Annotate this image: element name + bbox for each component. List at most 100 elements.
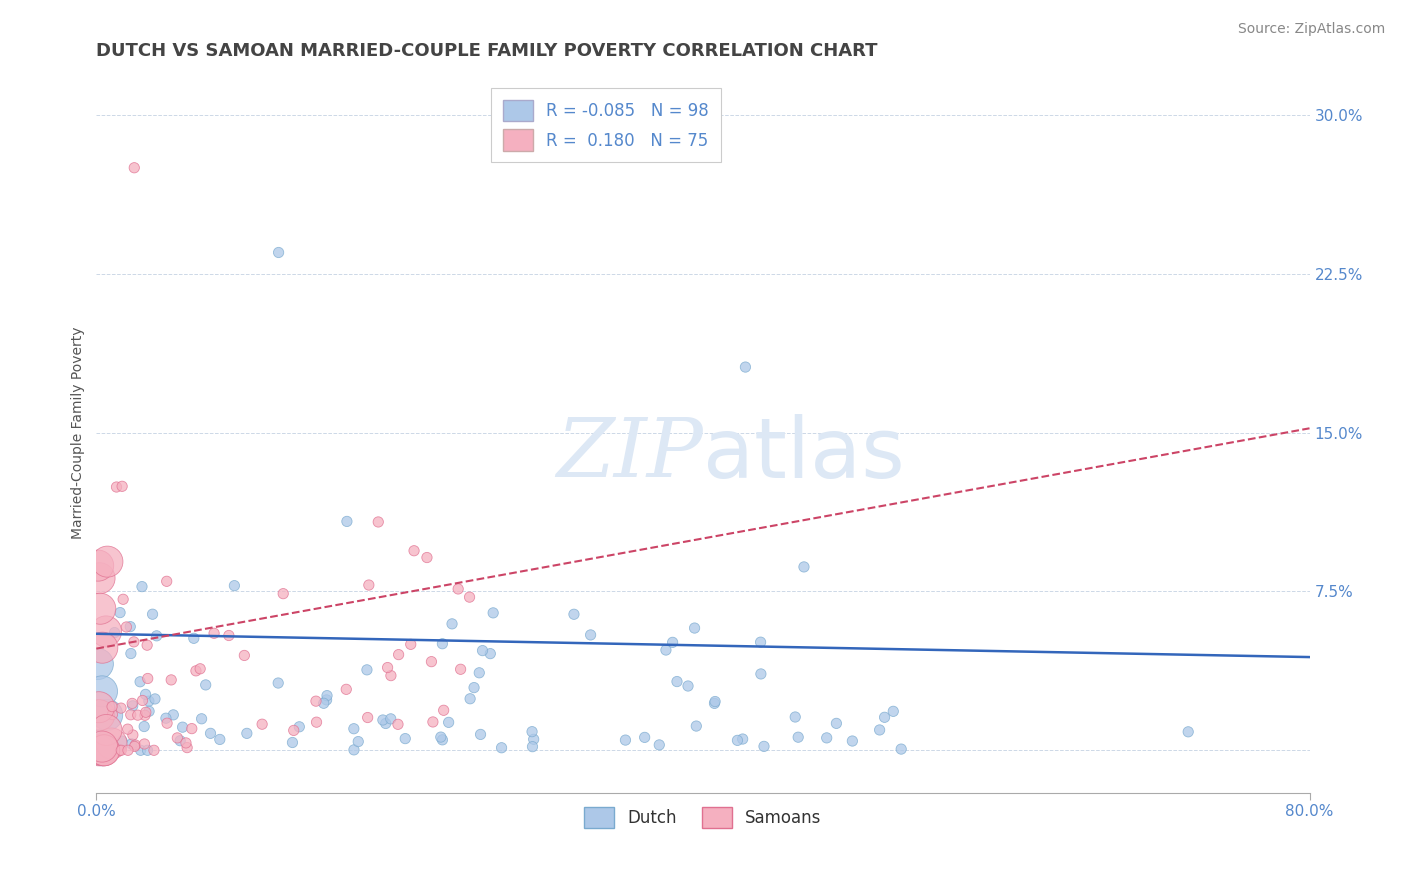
Point xyxy=(96,707,118,722)
Point xyxy=(105,480,128,494)
Point xyxy=(218,628,240,642)
Point xyxy=(136,638,159,652)
Point xyxy=(562,607,585,622)
Point xyxy=(105,743,128,757)
Point xyxy=(432,637,454,651)
Point xyxy=(156,716,179,731)
Point xyxy=(87,558,110,573)
Point xyxy=(87,657,110,671)
Point xyxy=(749,635,772,649)
Point xyxy=(117,743,139,757)
Point xyxy=(121,698,143,713)
Point xyxy=(141,607,163,622)
Point xyxy=(420,655,443,669)
Point xyxy=(120,707,142,722)
Point xyxy=(676,679,699,693)
Point xyxy=(271,587,294,601)
Point xyxy=(162,707,184,722)
Point xyxy=(305,715,328,730)
Point xyxy=(367,515,389,529)
Point xyxy=(470,727,492,741)
Point xyxy=(87,700,110,714)
Point xyxy=(433,703,456,717)
Point xyxy=(734,360,756,375)
Point xyxy=(96,723,118,737)
Point xyxy=(134,708,156,723)
Point xyxy=(89,601,111,615)
Point xyxy=(752,739,775,754)
Point xyxy=(188,662,211,676)
Point xyxy=(841,734,863,748)
Point xyxy=(135,687,157,701)
Point xyxy=(873,710,896,724)
Point xyxy=(121,697,143,711)
Point xyxy=(91,684,114,698)
Point xyxy=(236,726,259,740)
Point xyxy=(347,734,370,748)
Point xyxy=(111,734,134,748)
Point xyxy=(815,731,838,745)
Text: atlas: atlas xyxy=(703,414,904,495)
Point xyxy=(127,708,149,723)
Point xyxy=(523,732,546,747)
Point xyxy=(785,710,807,724)
Point xyxy=(869,723,891,737)
Point xyxy=(233,648,256,663)
Legend: Dutch, Samoans: Dutch, Samoans xyxy=(578,800,828,835)
Point xyxy=(90,743,112,757)
Point xyxy=(430,730,453,744)
Point xyxy=(491,740,513,755)
Point xyxy=(180,722,202,736)
Point xyxy=(704,694,727,708)
Point xyxy=(131,580,153,594)
Point xyxy=(315,693,337,707)
Point xyxy=(183,632,205,646)
Point xyxy=(176,740,198,755)
Point xyxy=(479,647,502,661)
Point xyxy=(91,640,114,655)
Point xyxy=(101,707,124,722)
Point xyxy=(100,737,122,751)
Point xyxy=(122,161,145,175)
Point xyxy=(579,628,602,642)
Point xyxy=(89,571,111,585)
Point xyxy=(793,560,815,574)
Point xyxy=(208,732,231,747)
Point xyxy=(749,667,772,681)
Point xyxy=(387,717,409,731)
Point xyxy=(520,724,543,739)
Point xyxy=(108,743,131,757)
Point xyxy=(377,660,399,674)
Point xyxy=(335,682,357,697)
Point xyxy=(134,719,156,733)
Point xyxy=(1177,724,1199,739)
Point xyxy=(160,673,183,687)
Point xyxy=(110,701,132,715)
Point xyxy=(117,722,139,736)
Point xyxy=(441,616,464,631)
Point xyxy=(115,620,138,634)
Point xyxy=(482,606,505,620)
Point xyxy=(172,720,194,734)
Point xyxy=(87,738,110,752)
Point xyxy=(267,676,290,690)
Point xyxy=(343,743,366,757)
Point xyxy=(661,635,683,649)
Point xyxy=(169,733,191,747)
Point xyxy=(399,637,422,651)
Point xyxy=(416,550,439,565)
Point xyxy=(93,743,115,757)
Text: ZIP: ZIP xyxy=(555,414,703,494)
Text: Source: ZipAtlas.com: Source: ZipAtlas.com xyxy=(1237,22,1385,37)
Point xyxy=(142,743,165,757)
Point xyxy=(129,743,152,757)
Point xyxy=(458,691,481,706)
Point xyxy=(731,732,754,747)
Point xyxy=(202,626,225,640)
Point xyxy=(138,694,160,708)
Point xyxy=(343,722,366,736)
Point xyxy=(112,592,135,607)
Point xyxy=(787,730,810,744)
Point xyxy=(458,590,481,604)
Point xyxy=(356,663,378,677)
